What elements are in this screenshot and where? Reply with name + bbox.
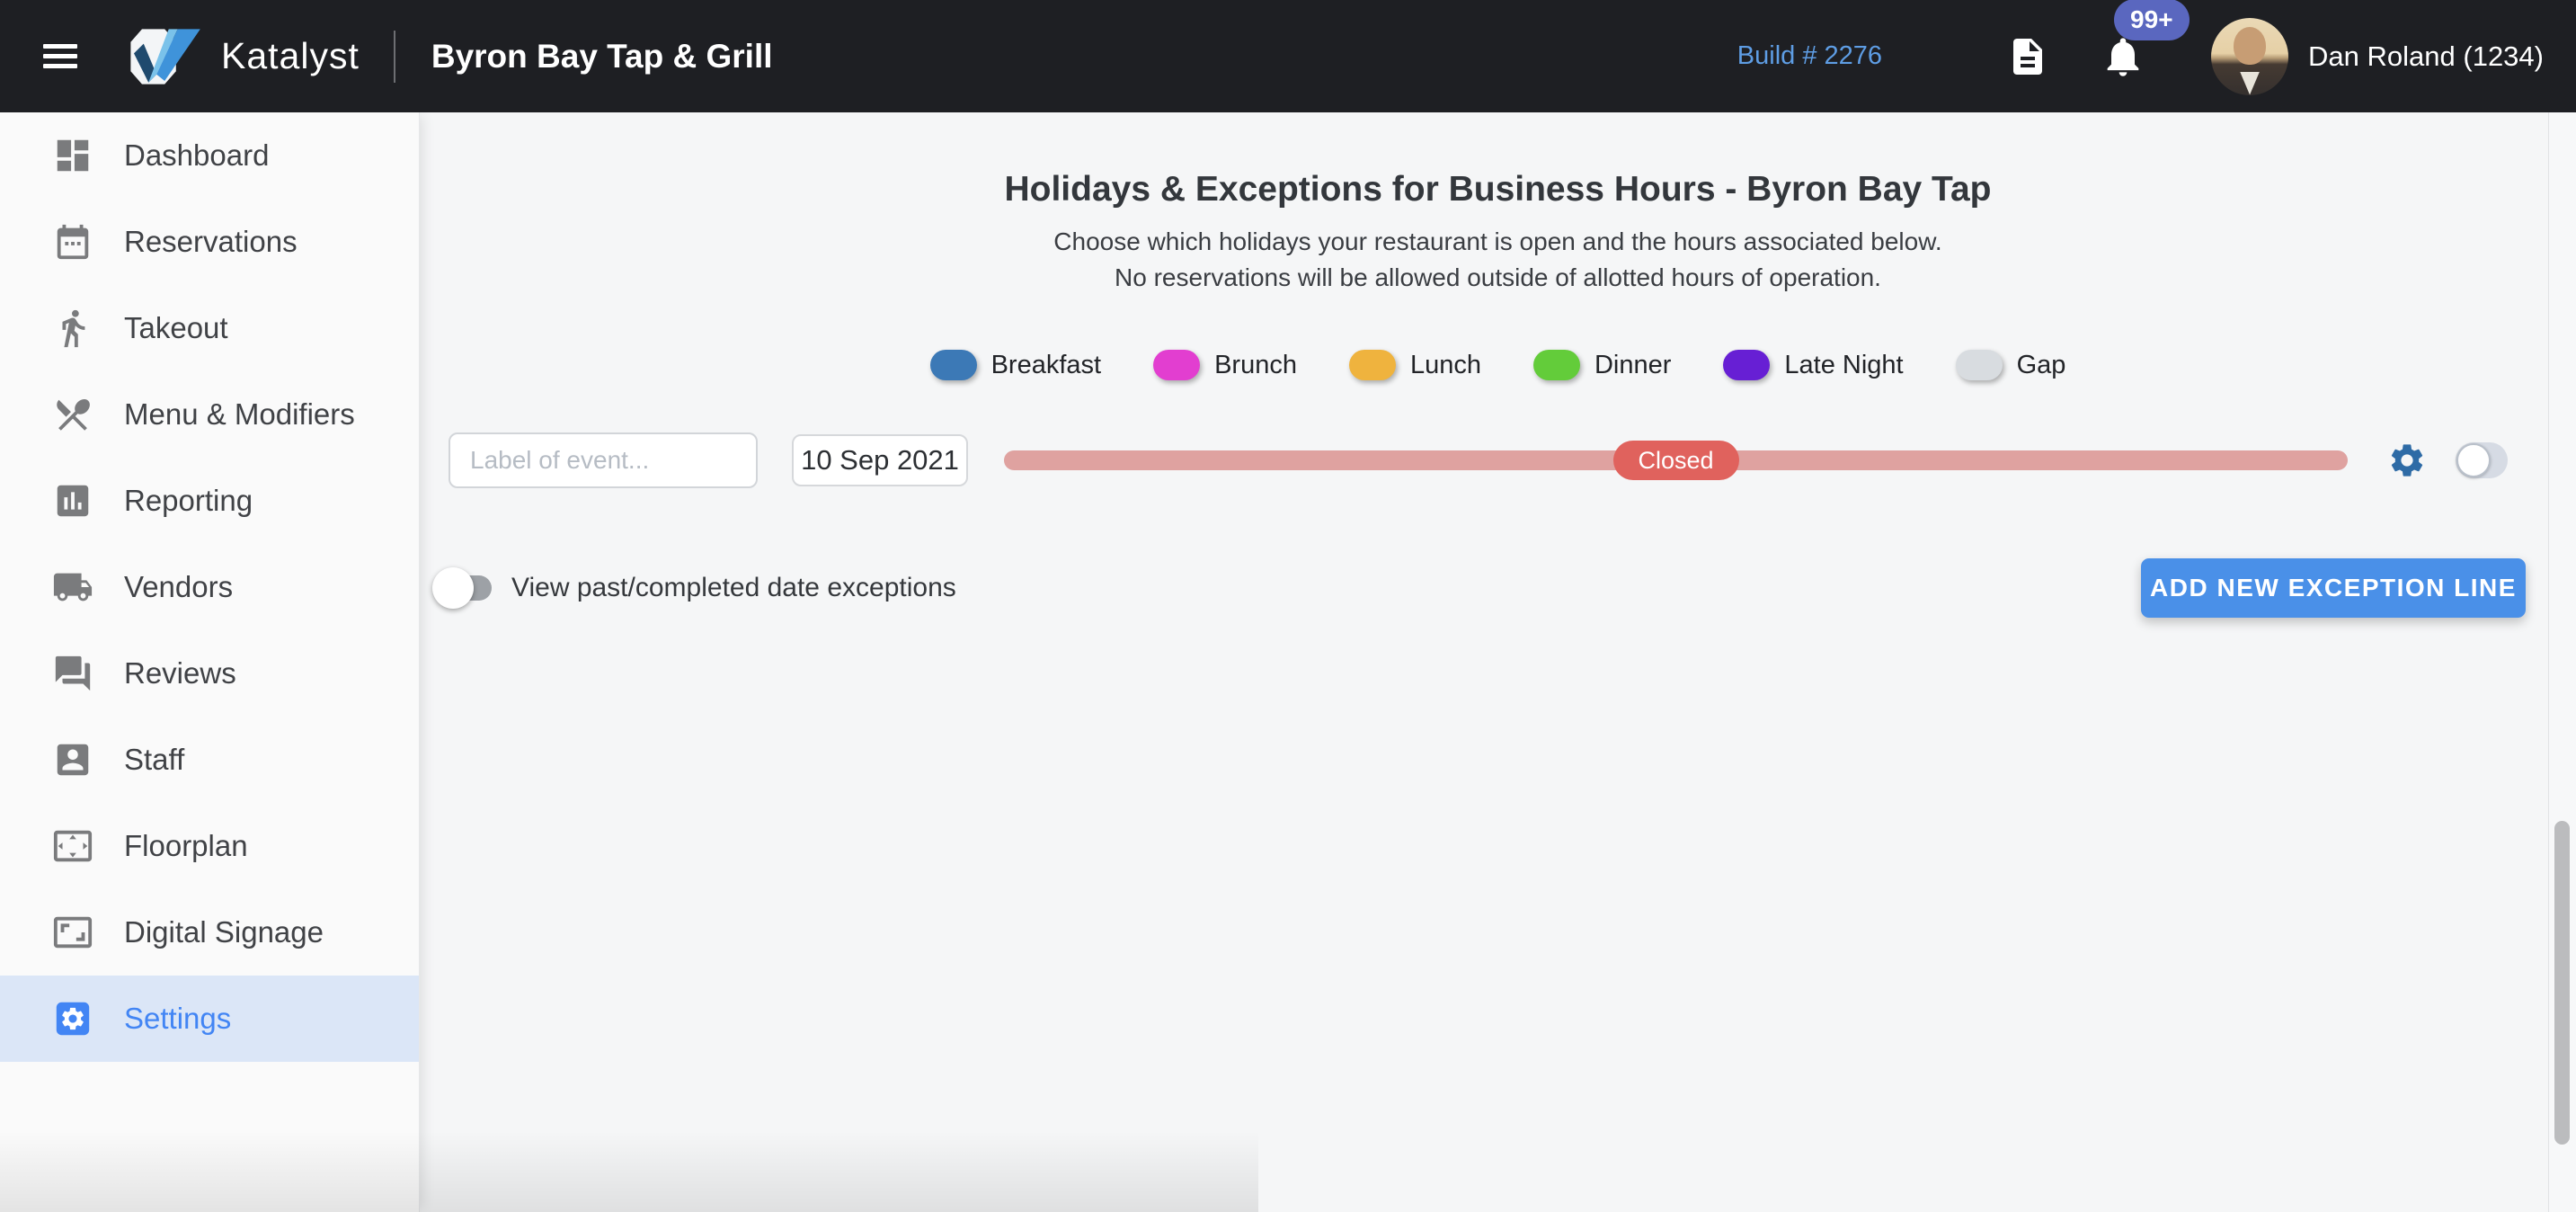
legend-color-chip: [1723, 350, 1771, 380]
sidebar-item-label: Vendors: [124, 570, 234, 603]
sidebar-item-icon: [52, 825, 93, 867]
bell-icon[interactable]: 99+: [2100, 0, 2190, 80]
brand-name: Katalyst: [221, 35, 360, 76]
sidebar: Dashboard Reservations Takeout Menu & Mo…: [0, 112, 420, 1212]
sidebar-item-icon: [52, 135, 93, 176]
date-field[interactable]: 10 Sep 2021: [792, 434, 968, 486]
document-icon[interactable]: [2006, 35, 2049, 78]
sidebar-item-icon: [52, 998, 93, 1039]
subtitle-line-1: Choose which holidays your restaurant is…: [1053, 227, 1942, 255]
sidebar-item[interactable]: Floorplan: [0, 803, 419, 889]
event-label-input[interactable]: [449, 432, 758, 488]
sidebar-item[interactable]: Reservations: [0, 199, 419, 285]
legend-color-chip: [929, 350, 977, 380]
legend-color-chip: [1348, 350, 1396, 380]
actions-row: View past/completed date exceptions ADD …: [420, 558, 2576, 618]
top-app-bar: Katalyst Byron Bay Tap & Grill Build # 2…: [0, 0, 2576, 112]
restaurant-title: Byron Bay Tap & Grill: [431, 37, 773, 75]
main-content: Holidays & Exceptions for Business Hours…: [420, 112, 2576, 1212]
legend-color-chip: [1532, 350, 1580, 380]
sidebar-item-label: Floorplan: [124, 829, 248, 862]
sidebar-item-label: Settings: [124, 1002, 232, 1035]
hours-timeline: Closed: [1004, 441, 2348, 480]
legend-label: Late Night: [1784, 350, 1904, 379]
sidebar-item-icon: [52, 912, 93, 953]
sidebar-item-label: Reporting: [124, 484, 253, 517]
status-badge: Closed: [1612, 441, 1739, 480]
legend-item: Breakfast: [929, 350, 1102, 380]
sidebar-item-label: Staff: [124, 743, 185, 776]
notification-badge: 99+: [2114, 0, 2190, 40]
sidebar-item-icon: [52, 394, 93, 435]
legend-item: Gap: [1955, 350, 2066, 380]
sidebar-item-label: Reservations: [124, 225, 298, 258]
add-new-exception-button[interactable]: ADD NEW EXCEPTION LINE: [2141, 558, 2526, 618]
view-past-toggle[interactable]: [432, 567, 492, 609]
sidebar-item-icon: [52, 566, 93, 608]
legend-item: Late Night: [1723, 350, 1904, 380]
sidebar-item[interactable]: Reporting: [0, 458, 419, 544]
user-name: Dan Roland (1234): [2308, 40, 2544, 72]
sidebar-item[interactable]: Vendors: [0, 544, 419, 630]
exception-row: 10 Sep 2021 Closed: [420, 432, 2576, 488]
toggle-knob: [2456, 443, 2491, 477]
legend-color-chip: [1153, 350, 1201, 380]
sidebar-item[interactable]: Settings: [0, 976, 419, 1062]
scrollbar-track: [2548, 112, 2576, 1212]
legend-label: Breakfast: [990, 350, 1102, 379]
sidebar-item[interactable]: Menu & Modifiers: [0, 371, 419, 458]
sidebar-item-icon: [52, 221, 93, 263]
sidebar-item-label: Menu & Modifiers: [124, 397, 355, 431]
exception-enable-toggle[interactable]: [2456, 442, 2508, 478]
avatar[interactable]: [2211, 17, 2289, 95]
legend-label: Brunch: [1214, 350, 1297, 379]
subtitle-line-2: No reservations will be allowed outside …: [1115, 263, 1881, 291]
legend-label: Lunch: [1409, 350, 1481, 379]
sidebar-item-icon: [52, 480, 93, 521]
sidebar-item-icon: [52, 653, 93, 694]
katalyst-logo-icon: [130, 28, 200, 85]
topbar-divider: [393, 30, 395, 83]
sidebar-item-icon: [52, 307, 93, 349]
page-title: Holidays & Exceptions for Business Hours…: [1004, 170, 1992, 209]
page-subtitle: Choose which holidays your restaurant is…: [420, 224, 2576, 296]
sidebar-item-icon: [52, 739, 93, 780]
sidebar-item[interactable]: Staff: [0, 717, 419, 803]
legend-item: Lunch: [1348, 350, 1481, 380]
legend-color-chip: [1955, 350, 2003, 380]
sidebar-item[interactable]: Digital Signage: [0, 889, 419, 976]
legend-item: Dinner: [1532, 350, 1672, 380]
hamburger-menu-icon[interactable]: [43, 44, 77, 68]
sidebar-item-label: Reviews: [124, 656, 236, 690]
legend-item: Brunch: [1153, 350, 1297, 380]
toggle-knob: [432, 567, 474, 609]
legend-label: Dinner: [1594, 350, 1672, 379]
scrollbar-thumb[interactable]: [2554, 821, 2570, 1145]
sidebar-item-label: Dashboard: [124, 138, 270, 172]
sidebar-item-label: Digital Signage: [124, 915, 324, 949]
sidebar-item-label: Takeout: [124, 311, 228, 344]
sidebar-item[interactable]: Takeout: [0, 285, 419, 371]
legend-label: Gap: [2016, 350, 2066, 379]
sidebar-nav: Dashboard Reservations Takeout Menu & Mo…: [0, 112, 419, 1062]
sidebar-item[interactable]: Reviews: [0, 630, 419, 717]
sidebar-item[interactable]: Dashboard: [0, 112, 419, 199]
meal-period-legend: Breakfast Brunch Lunch Dinner Late Night…: [420, 350, 2576, 380]
gear-icon[interactable]: [2387, 441, 2427, 480]
view-past-label: View past/completed date exceptions: [511, 573, 956, 602]
build-number: Build # 2276: [1737, 41, 1883, 70]
